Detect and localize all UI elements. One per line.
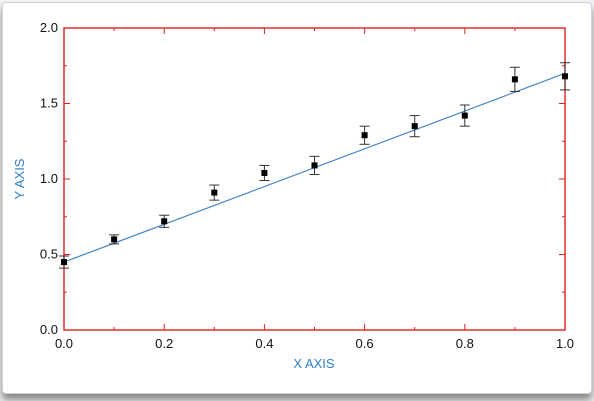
x-tick-label: 0.2 [155,336,173,351]
point-marker [161,218,168,225]
data-point [459,104,470,127]
data-point [560,62,570,91]
y-tick-label: 0.0 [40,322,58,337]
data-point [259,164,270,182]
data-point [109,234,120,245]
data-point [359,125,370,145]
data-point [209,184,220,201]
x-tick-label: 0.8 [456,336,474,351]
point-marker [511,76,518,83]
point-marker [361,132,368,139]
plot-frame [63,27,566,331]
point-marker [261,169,268,176]
point-marker [311,162,318,169]
y-axis-title: Y AXIS [12,158,27,199]
y-tick-label: 1.5 [40,96,58,111]
y-tick-label: 0.5 [40,247,58,262]
chart-card [2,2,592,394]
point-marker [61,259,67,266]
x-tick-label: 1.0 [556,336,574,351]
x-tick-label: 0.6 [356,336,374,351]
data-point [309,155,320,175]
point-marker [411,123,418,130]
point-marker [211,189,218,196]
x-tick-label: 0.4 [255,336,273,351]
data-point [509,66,520,92]
y-tick-label: 2.0 [40,20,58,35]
x-axis-title: X AXIS [293,356,335,371]
data-point [59,255,69,269]
point-marker [111,236,118,243]
point-marker [461,112,468,119]
y-tick-label: 1.0 [40,171,58,186]
data-point [409,115,420,138]
tick-labels: 0.0 0.2 0.4 0.6 0.8 1.0 0.0 0.5 1.0 1.5 2.0 [40,20,574,351]
x-tick-label: 0.0 [55,336,73,351]
point-marker [562,73,568,80]
data-point [159,214,170,228]
axis-ticks [63,27,566,331]
data-points [59,62,570,269]
